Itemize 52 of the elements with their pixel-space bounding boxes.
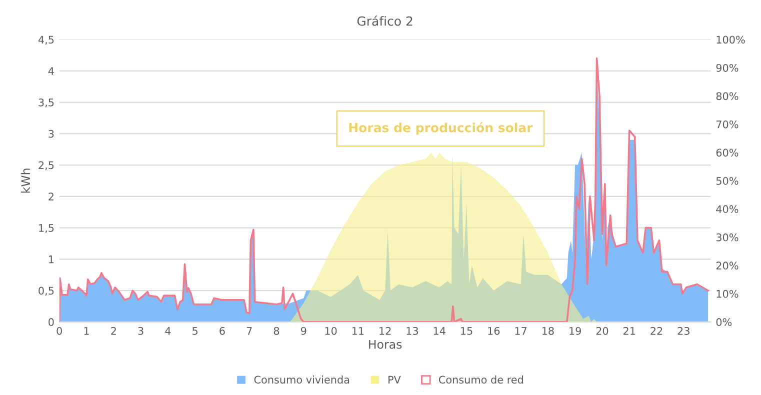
- x-tick-label: 17: [515, 327, 527, 335]
- y-tick-label: 0: [48, 318, 54, 326]
- legend-label: PV: [388, 376, 401, 384]
- x-tick-label: 12: [380, 326, 391, 335]
- x-tick-label: 22: [650, 326, 662, 335]
- y-tick-label: 0,5: [38, 286, 54, 296]
- x-tick-label: 2: [111, 326, 116, 335]
- y-tick-label: 1: [49, 256, 54, 264]
- y2-tick-label: 100%: [716, 36, 745, 44]
- y2-tick-label: 10%: [716, 290, 738, 298]
- y-tick-label: 1,5: [39, 224, 54, 233]
- y-tick-label: 4,5: [38, 36, 54, 45]
- y-tick-label: 4: [48, 67, 54, 75]
- y-axis-title: kWh: [20, 168, 30, 193]
- x-tick-label: 23: [678, 326, 690, 335]
- y2-tick-label: 20%: [716, 262, 738, 270]
- x-tick-label: 19: [570, 326, 581, 335]
- x-tick-label: 14: [434, 327, 446, 335]
- annotation: Horas de producción solar: [349, 122, 533, 135]
- y2-tick-label: 0%: [716, 318, 732, 326]
- x-tick-label: 11: [352, 327, 364, 335]
- x-tick-label: 3: [138, 326, 144, 335]
- y2-tick-label: 70%: [716, 120, 738, 128]
- chart-title: Gráfico 2: [357, 16, 412, 26]
- y2-tick-label: 40%: [716, 205, 738, 214]
- x-tick-label: 10: [325, 326, 337, 335]
- y-tick-label: 3: [48, 130, 54, 138]
- y-tick-label: 2: [48, 192, 54, 200]
- x-tick-label: 20: [596, 326, 608, 335]
- legend-label: Consumo de red: [438, 376, 523, 384]
- x-tick-label: 5: [192, 327, 198, 335]
- y2-tick-label: 30%: [716, 233, 738, 242]
- x-tick-label: 8: [274, 326, 280, 335]
- x-tick-label: 7: [246, 327, 252, 335]
- x-axis-title: Horas: [369, 340, 402, 349]
- y-tick-label: 2,5: [38, 161, 54, 170]
- legend-label: Consumo vivienda: [254, 376, 350, 384]
- y2-tick-label: 90%: [716, 64, 738, 72]
- y2-tick-label: 50%: [716, 176, 738, 185]
- y2-tick-label: 60%: [716, 148, 738, 157]
- x-tick-label: 6: [220, 326, 225, 335]
- x-tick-label: 1: [84, 327, 89, 335]
- y2-tick-label: 80%: [716, 92, 738, 100]
- x-tick-label: 0: [56, 326, 62, 335]
- y-tick-label: 3,5: [38, 98, 54, 108]
- x-tick-label: 21: [623, 326, 636, 335]
- x-tick-label: 15: [461, 327, 472, 335]
- x-tick-label: 18: [542, 326, 554, 335]
- x-tick-label: 9: [300, 326, 306, 335]
- x-tick-label: 4: [165, 327, 171, 335]
- x-tick-label: 16: [488, 326, 500, 335]
- x-tick-label: 13: [406, 326, 418, 335]
